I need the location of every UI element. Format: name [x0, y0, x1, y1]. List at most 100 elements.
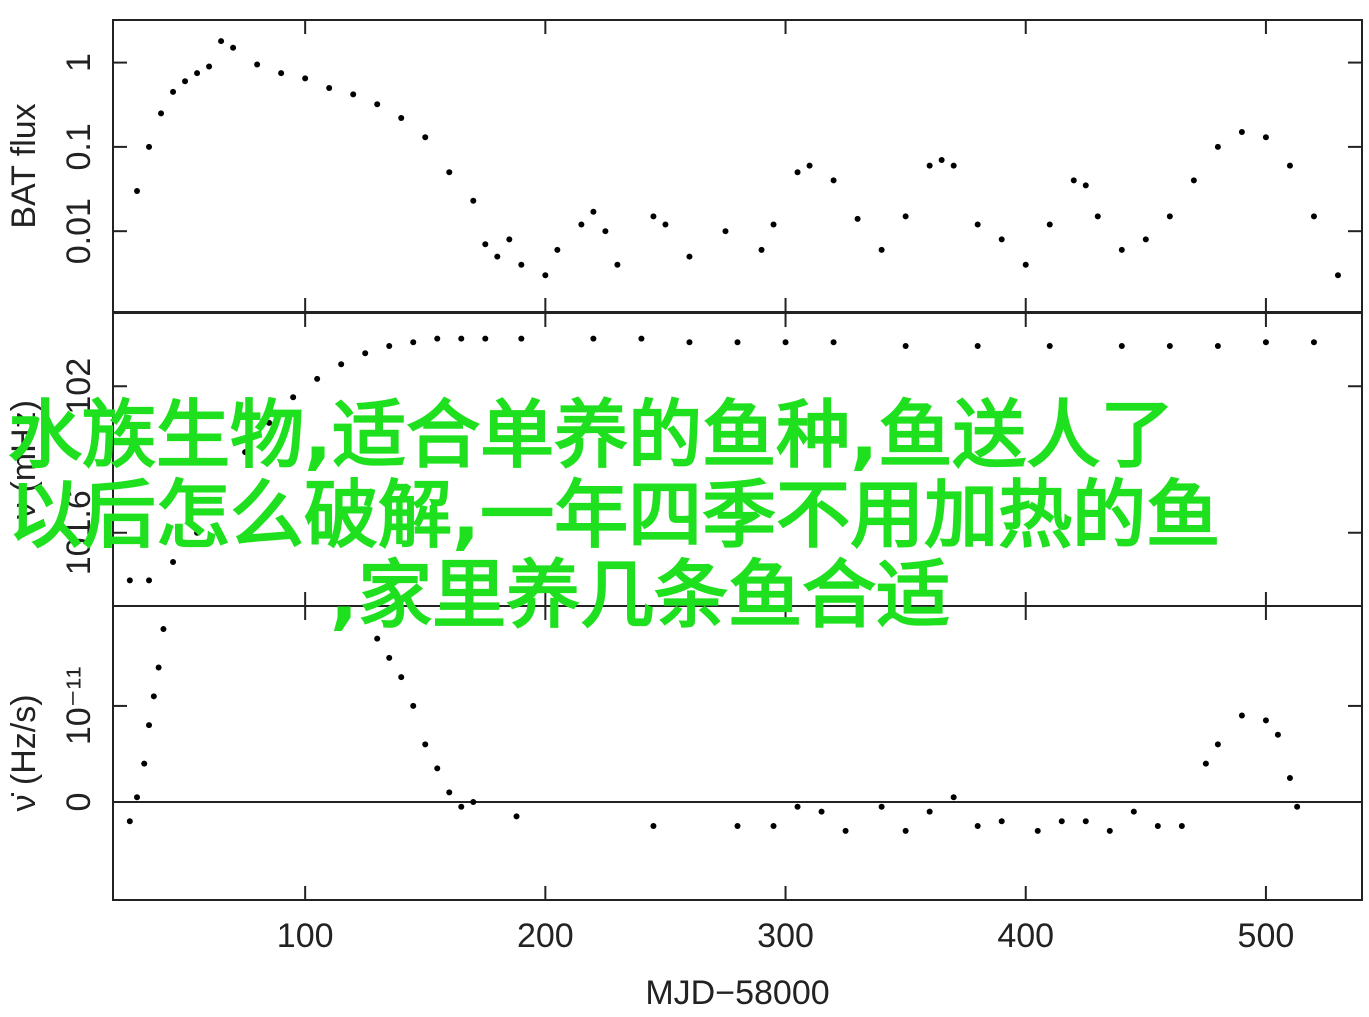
data-point: [506, 236, 513, 243]
data-point: [470, 799, 477, 805]
data-point: [950, 162, 957, 169]
data-point: [326, 84, 333, 91]
data-point: [386, 654, 393, 661]
data-point: [1238, 712, 1245, 719]
data-point: [126, 818, 133, 825]
data-point: [1058, 818, 1065, 825]
data-point: [518, 261, 525, 268]
data-point: [374, 101, 381, 108]
y-tick-label: 102: [60, 358, 98, 415]
data-point: [155, 664, 162, 671]
data-point: [182, 78, 189, 85]
y-tick-label: 101.6: [60, 490, 98, 575]
data-point: [998, 818, 1005, 825]
data-point: [1262, 717, 1269, 724]
data-point: [218, 485, 225, 492]
data-point: [830, 339, 837, 346]
data-point: [422, 741, 429, 748]
x-tick-label: 100: [277, 917, 334, 955]
data-point: [513, 813, 520, 820]
data-point: [974, 823, 981, 830]
data-point: [842, 827, 849, 834]
data-point: [830, 177, 837, 184]
data-point: [974, 221, 981, 228]
data-point: [794, 169, 801, 176]
data-point: [650, 823, 657, 830]
data-point: [290, 394, 297, 401]
data-point: [194, 529, 201, 536]
data-point: [1190, 177, 1197, 184]
y-axis-label: BAT flux: [5, 103, 43, 228]
y-tick-label: 0.1: [60, 123, 98, 170]
data-point: [158, 110, 165, 117]
data-point: [422, 134, 429, 141]
data-point: [854, 215, 861, 222]
data-point: [482, 335, 489, 342]
data-point: [1082, 182, 1089, 189]
y-axis-label: ν̇ (Hz/s): [5, 694, 43, 811]
y-tick-label: 10⁻¹¹: [60, 667, 98, 745]
data-point: [266, 419, 273, 426]
data-point: [126, 577, 133, 584]
y-axis-label: ν (mHz): [5, 400, 43, 519]
panel-frame: [112, 19, 1363, 313]
data-point: [1166, 213, 1173, 220]
data-point: [170, 88, 177, 95]
data-point: [878, 246, 885, 253]
data-point: [806, 162, 813, 169]
data-point: [141, 760, 148, 767]
data-point: [614, 261, 621, 268]
overlay-text: ,家里养几条鱼合适: [330, 553, 950, 639]
data-point: [818, 808, 825, 815]
data-point: [602, 228, 609, 235]
data-point: [1094, 213, 1101, 220]
y-tick-label: 1: [60, 53, 98, 72]
data-point: [1310, 339, 1317, 346]
data-point: [1070, 177, 1077, 184]
data-point: [1262, 339, 1269, 346]
data-point: [1214, 342, 1221, 349]
data-point: [1286, 774, 1293, 781]
data-point: [794, 803, 801, 810]
data-point: [278, 70, 285, 77]
data-point: [1214, 741, 1221, 748]
data-point: [638, 335, 645, 342]
data-point: [878, 803, 885, 810]
data-point: [578, 221, 585, 228]
data-point: [398, 674, 405, 681]
data-point: [150, 693, 157, 700]
data-point: [434, 335, 441, 342]
data-point: [1118, 342, 1125, 349]
data-point: [446, 789, 453, 796]
data-point: [1154, 823, 1161, 830]
data-point: [458, 335, 465, 342]
x-axis-label: MJD−58000: [645, 974, 829, 1012]
data-point: [902, 213, 909, 220]
data-point: [938, 156, 945, 163]
data-point: [926, 162, 933, 169]
data-point: [1294, 803, 1301, 810]
data-point: [770, 221, 777, 228]
data-point: [758, 246, 765, 253]
data-point: [518, 335, 525, 342]
data-point: [1238, 129, 1245, 136]
data-point: [1262, 134, 1269, 141]
y-tick-label: 0: [60, 793, 98, 812]
x-tick-label: 200: [517, 917, 574, 955]
data-point: [146, 577, 153, 584]
data-point: [494, 253, 501, 260]
data-point: [206, 63, 213, 70]
data-point: [194, 70, 201, 77]
data-point: [482, 241, 489, 248]
data-point: [782, 339, 789, 346]
data-point: [1178, 823, 1185, 830]
data-point: [662, 221, 669, 228]
overlay-text: 水族生物,适合单养的鱼种,鱼送人了: [8, 393, 1174, 479]
data-point: [458, 803, 465, 810]
data-point: [950, 794, 957, 801]
data-point: [386, 342, 393, 349]
data-point: [770, 823, 777, 830]
data-point: [1286, 162, 1293, 169]
y-tick-label: 0.01: [60, 198, 98, 264]
data-point: [230, 44, 237, 51]
